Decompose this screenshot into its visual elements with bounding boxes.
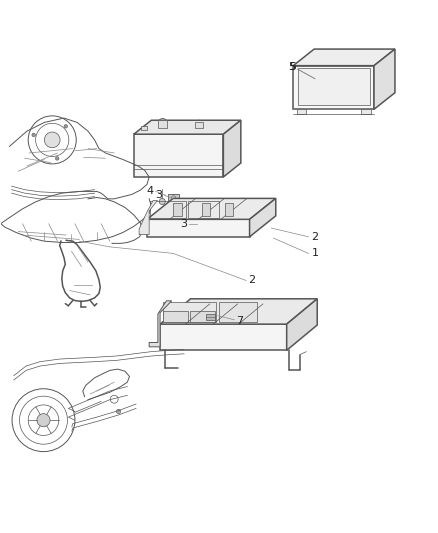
Polygon shape — [139, 200, 157, 235]
Text: 2: 2 — [311, 232, 318, 242]
Polygon shape — [147, 220, 250, 237]
Polygon shape — [134, 134, 223, 177]
Circle shape — [44, 132, 60, 148]
Polygon shape — [293, 49, 395, 66]
Bar — [188, 201, 219, 217]
Polygon shape — [361, 109, 371, 114]
Text: 5: 5 — [288, 61, 295, 71]
Bar — [190, 311, 215, 322]
Polygon shape — [160, 299, 317, 324]
Text: 2: 2 — [248, 276, 255, 286]
Circle shape — [56, 157, 59, 160]
Text: 3: 3 — [155, 190, 162, 200]
Circle shape — [117, 409, 121, 414]
Bar — [150, 201, 186, 217]
Polygon shape — [374, 49, 395, 109]
FancyBboxPatch shape — [168, 193, 179, 203]
Bar — [173, 203, 182, 216]
Polygon shape — [287, 299, 317, 350]
Bar — [163, 302, 216, 322]
Circle shape — [64, 125, 67, 128]
Circle shape — [37, 414, 50, 427]
Polygon shape — [250, 198, 276, 237]
Bar — [163, 311, 188, 322]
Polygon shape — [160, 324, 287, 350]
Circle shape — [150, 230, 155, 235]
Text: 7: 7 — [237, 316, 244, 326]
Bar — [141, 126, 147, 130]
Polygon shape — [147, 198, 276, 220]
Bar — [202, 203, 210, 216]
Bar — [158, 120, 167, 128]
Polygon shape — [149, 301, 172, 347]
Polygon shape — [297, 109, 306, 114]
Text: 5: 5 — [289, 61, 296, 71]
Text: 3: 3 — [180, 219, 187, 229]
Bar — [206, 313, 215, 320]
Polygon shape — [134, 120, 241, 134]
Polygon shape — [293, 66, 374, 109]
Circle shape — [32, 133, 35, 136]
Circle shape — [159, 198, 165, 205]
Bar — [225, 203, 233, 216]
Bar — [219, 302, 257, 322]
Polygon shape — [297, 68, 370, 105]
Text: 1: 1 — [311, 248, 318, 259]
Bar — [195, 122, 203, 128]
Polygon shape — [223, 120, 241, 177]
Text: 4: 4 — [146, 187, 154, 196]
